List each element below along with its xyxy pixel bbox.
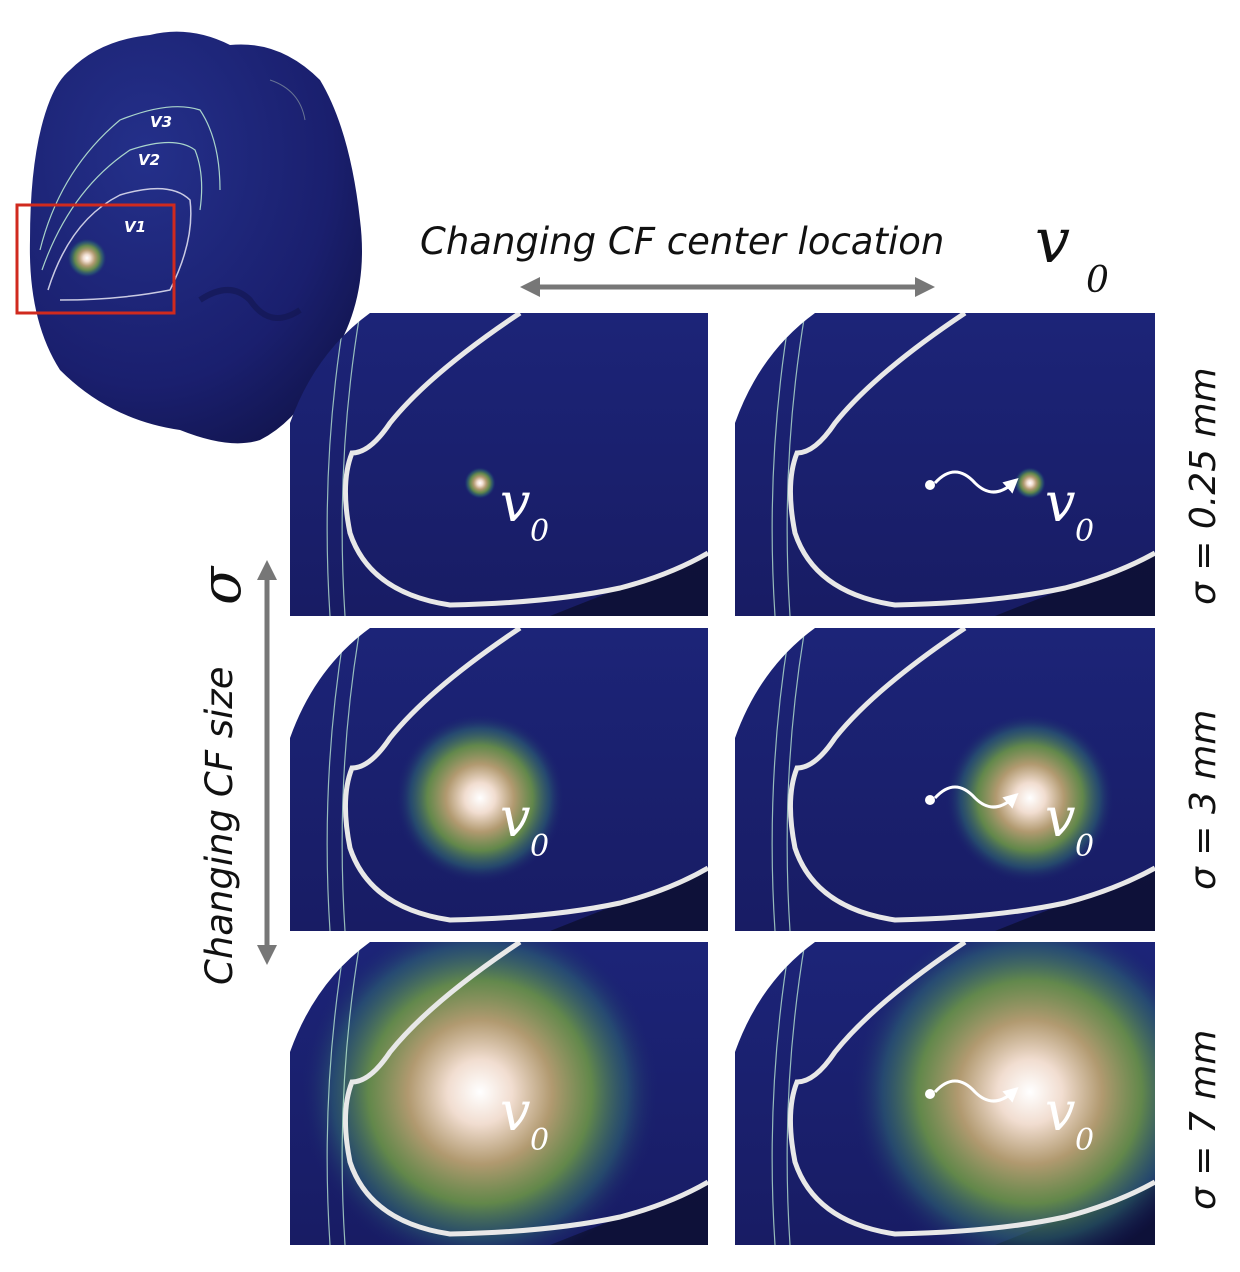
v2-boundary bbox=[41, 141, 203, 271]
shift-origin-dot bbox=[925, 795, 935, 805]
v0-symbol: v bbox=[500, 471, 531, 534]
area-boundary-thin bbox=[786, 313, 806, 616]
cf-blob bbox=[395, 713, 565, 883]
v0-symbol: v bbox=[1045, 471, 1076, 534]
cf-blob bbox=[300, 942, 660, 1245]
v1-boundary bbox=[47, 187, 192, 301]
area-boundary-thin bbox=[771, 942, 791, 1245]
left-axis: Changing CF size σ bbox=[189, 560, 277, 986]
v3-label: V3 bbox=[150, 113, 172, 131]
area-boundary-thin bbox=[326, 313, 346, 616]
shift-arrow bbox=[933, 785, 1019, 809]
v0-subscript: 0 bbox=[1075, 829, 1094, 864]
fold-line bbox=[198, 287, 302, 321]
v0-subscript: 0 bbox=[530, 1123, 549, 1158]
cortex-background bbox=[290, 313, 708, 616]
area-boundary-thin bbox=[341, 628, 361, 931]
panel-grid: v 0 v 0v 0 v 0v 0 v 0 bbox=[290, 313, 1155, 1245]
cf-blob bbox=[464, 467, 496, 499]
area-boundary-thin bbox=[326, 942, 346, 1245]
top-axis-label: Changing CF center location bbox=[420, 220, 944, 263]
cortex-surface bbox=[29, 31, 362, 444]
area-boundary-thin bbox=[341, 313, 361, 616]
fold-line bbox=[269, 79, 306, 121]
top-axis-symbol: v bbox=[1035, 204, 1070, 277]
area-boundary-thin bbox=[786, 942, 806, 1245]
v0-subscript: 0 bbox=[1075, 1123, 1094, 1158]
cf-blob bbox=[1014, 467, 1046, 499]
left-axis-label: Changing CF size bbox=[198, 667, 241, 986]
v0-symbol: v bbox=[1045, 786, 1076, 849]
shift-arrow bbox=[933, 1079, 1019, 1103]
area-boundary-thin bbox=[771, 313, 791, 616]
cf-blob-overview bbox=[67, 238, 107, 278]
area-boundary-thin bbox=[771, 628, 791, 931]
v1-boundary-thick bbox=[788, 313, 1155, 608]
row-labels: σ = 0.25 mm σ = 3 mm σ = 7 mm bbox=[1183, 367, 1224, 1210]
v1-boundary-thick bbox=[788, 628, 1155, 923]
area-boundary-thin bbox=[326, 628, 346, 931]
v1-boundary-thick bbox=[788, 942, 1155, 1237]
left-axis-symbol: σ bbox=[189, 565, 254, 605]
v3-boundary bbox=[39, 106, 221, 251]
top-axis: Changing CF center location v 0 bbox=[420, 204, 1109, 301]
v0-subscript: 0 bbox=[1075, 514, 1094, 549]
v0-symbol: v bbox=[500, 1080, 531, 1143]
top-axis-subscript: 0 bbox=[1086, 260, 1109, 301]
area-boundary-thin bbox=[341, 942, 361, 1245]
sigma-label-row-2: σ = 3 mm bbox=[1183, 710, 1224, 890]
sigma-label-row-1: σ = 0.25 mm bbox=[1183, 367, 1224, 605]
v0-subscript: 0 bbox=[530, 514, 549, 549]
v0-symbol: v bbox=[500, 786, 531, 849]
shift-origin-dot bbox=[925, 1089, 935, 1099]
cf-blob bbox=[850, 942, 1155, 1245]
shift-origin-dot bbox=[925, 480, 935, 490]
area-boundary-thin bbox=[786, 628, 806, 931]
v1-label: V1 bbox=[124, 218, 146, 236]
v0-subscript: 0 bbox=[530, 829, 549, 864]
sigma-label-row-3: σ = 7 mm bbox=[1183, 1030, 1224, 1210]
shift-arrow bbox=[933, 470, 1019, 494]
v1-boundary-thick bbox=[343, 628, 708, 923]
v0-symbol: v bbox=[1045, 1080, 1076, 1143]
roi-box bbox=[15, 203, 176, 315]
v1-boundary-thick bbox=[343, 942, 708, 1237]
v1-boundary-thick bbox=[343, 313, 708, 608]
cortex-background bbox=[735, 313, 1155, 616]
v2-label: V2 bbox=[138, 151, 160, 169]
brain-overview: V3 V2 V1 bbox=[15, 31, 362, 444]
cf-blob bbox=[945, 713, 1115, 883]
